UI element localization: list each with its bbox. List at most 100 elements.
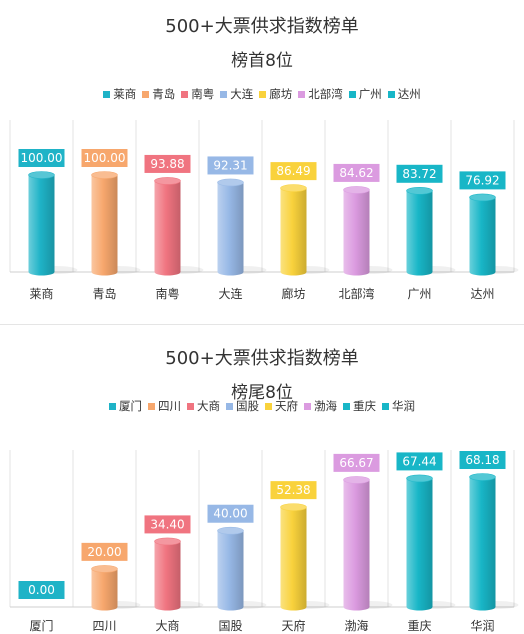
value-label-box bbox=[144, 515, 191, 534]
value-label: 76.92 bbox=[465, 173, 499, 187]
category-label: 北部湾 bbox=[338, 286, 374, 301]
legend-label: 南粤 bbox=[191, 87, 215, 101]
value-label: 40.00 bbox=[213, 507, 247, 521]
legend-swatch bbox=[298, 91, 306, 98]
bar-top-cap bbox=[217, 178, 244, 187]
bar-重庆: 67.44 bbox=[396, 452, 456, 611]
bar-top-cap bbox=[469, 473, 496, 481]
legend-label: 厦门 bbox=[119, 399, 142, 413]
legend-item: 莱商 bbox=[103, 86, 136, 102]
bar-body bbox=[28, 175, 55, 276]
legend-swatch bbox=[387, 91, 395, 98]
bar-大连: 92.31 bbox=[207, 156, 267, 276]
bar-top-cap bbox=[406, 186, 433, 195]
bar-廊坊: 86.49 bbox=[270, 162, 330, 276]
value-label: 0.00 bbox=[28, 583, 55, 597]
legend-swatch bbox=[109, 403, 116, 410]
bar-top-cap bbox=[280, 184, 307, 192]
legend-item: 重庆 bbox=[343, 398, 376, 414]
value-label-box bbox=[270, 162, 317, 181]
bar-北部湾: 84.62 bbox=[333, 163, 393, 276]
legend-label: 广州 bbox=[358, 87, 382, 101]
bottom-chart-plot: 0.00 厦门 20.00 四川 34.40 大商 40.00 国股 52.38 天府 66.67 渤… bbox=[9, 450, 519, 633]
value-label: 92.31 bbox=[213, 158, 247, 172]
bar-top-cap bbox=[217, 526, 244, 535]
legend-swatch bbox=[265, 403, 272, 410]
value-label-box bbox=[459, 451, 506, 469]
value-label-box bbox=[270, 481, 317, 500]
bar-body bbox=[280, 507, 307, 611]
category-label: 厦门 bbox=[29, 618, 53, 633]
category-label: 廊坊 bbox=[281, 286, 305, 301]
legend-label: 重庆 bbox=[353, 399, 376, 413]
category-label: 莱商 bbox=[29, 286, 53, 301]
bar-body bbox=[469, 197, 496, 276]
top-chart-legend: 莱商 青岛 南粤 大连 廊坊 北部湾 广州 达州 bbox=[0, 86, 524, 102]
value-label: 68.18 bbox=[465, 453, 499, 467]
legend-label: 四川 bbox=[158, 399, 181, 413]
legend-item: 渤海 bbox=[304, 398, 337, 414]
bar-body bbox=[217, 530, 244, 611]
bar-厦门: 0.00 bbox=[18, 581, 65, 599]
top-chart-title: 500+大票供求指数榜单 bbox=[165, 16, 359, 37]
category-label: 国股 bbox=[218, 619, 242, 633]
bar-body bbox=[91, 568, 118, 611]
legend-item: 北部湾 bbox=[298, 86, 343, 102]
bottom-chart-legend: 厦门 四川 大商 国股 天府 渤海 重庆 华润 bbox=[0, 398, 524, 414]
legend-label: 莱商 bbox=[113, 87, 137, 101]
value-label: 84.62 bbox=[339, 166, 373, 180]
bar-top-cap bbox=[91, 565, 118, 573]
bar-body bbox=[469, 477, 496, 611]
bar-广州: 83.72 bbox=[396, 164, 456, 276]
bar-top-cap bbox=[91, 171, 118, 179]
value-label: 20.00 bbox=[87, 545, 121, 559]
bar-四川: 20.00 bbox=[81, 542, 141, 611]
value-label: 66.67 bbox=[339, 456, 373, 470]
category-label: 南粤 bbox=[155, 286, 179, 301]
bar-body bbox=[217, 182, 244, 276]
panel-divider bbox=[0, 324, 524, 325]
bar-青岛: 100.00 bbox=[81, 149, 141, 276]
value-label: 93.88 bbox=[150, 157, 184, 171]
category-label: 青岛 bbox=[92, 286, 116, 301]
legend-label: 国股 bbox=[236, 399, 259, 413]
value-label-box bbox=[396, 452, 443, 471]
legend-item: 廊坊 bbox=[259, 86, 292, 102]
bottom-chart-title: 500+大票供求指数榜单 bbox=[165, 348, 359, 369]
value-label-box bbox=[18, 581, 65, 599]
bar-top-cap bbox=[280, 503, 307, 511]
value-label-box bbox=[333, 163, 380, 182]
top-chart-panel: 500+大票供求指数榜单 榜首8位 莱商 青岛 南粤 大连 廊坊 北部湾 广州 达州 100.… bbox=[0, 16, 524, 301]
top-chart-subtitle: 榜首8位 bbox=[231, 51, 293, 71]
legend-label: 达州 bbox=[397, 87, 421, 101]
bottom-chart-panel: 500+大票供求指数榜单 榜尾8位 厦门 四川 大商 国股 天府 渤海 重庆 华润 0.00 厦… bbox=[0, 330, 524, 634]
bar-body bbox=[343, 189, 370, 276]
bar-top-cap bbox=[406, 474, 433, 483]
value-label-box bbox=[396, 164, 443, 183]
value-label-box bbox=[144, 154, 191, 173]
category-label: 华润 bbox=[470, 619, 494, 633]
bar-top-cap bbox=[28, 171, 55, 179]
bar-莱商: 100.00 bbox=[18, 149, 78, 276]
bar-body bbox=[343, 479, 370, 611]
bottom-chart-subtitle: 榜尾8位 bbox=[231, 383, 293, 403]
legend-item: 天府 bbox=[265, 398, 298, 414]
bar-top-cap bbox=[343, 476, 370, 484]
bar-body bbox=[91, 175, 118, 276]
legend-label: 青岛 bbox=[152, 87, 176, 101]
category-label: 天府 bbox=[281, 618, 305, 633]
bar-天府: 52.38 bbox=[270, 481, 330, 611]
category-label: 广州 bbox=[407, 287, 431, 301]
value-label: 34.40 bbox=[150, 517, 184, 531]
legend-item: 四川 bbox=[148, 398, 181, 414]
legend-item: 青岛 bbox=[142, 86, 175, 102]
legend-item: 国股 bbox=[226, 398, 259, 414]
value-label-box bbox=[18, 149, 65, 167]
legend-swatch bbox=[348, 91, 356, 98]
bar-南粤: 93.88 bbox=[144, 154, 204, 276]
legend-label: 大商 bbox=[197, 399, 220, 413]
legend-swatch bbox=[103, 91, 111, 98]
value-label-box bbox=[459, 171, 506, 190]
category-label: 渤海 bbox=[344, 618, 368, 633]
value-label: 83.72 bbox=[402, 167, 436, 181]
